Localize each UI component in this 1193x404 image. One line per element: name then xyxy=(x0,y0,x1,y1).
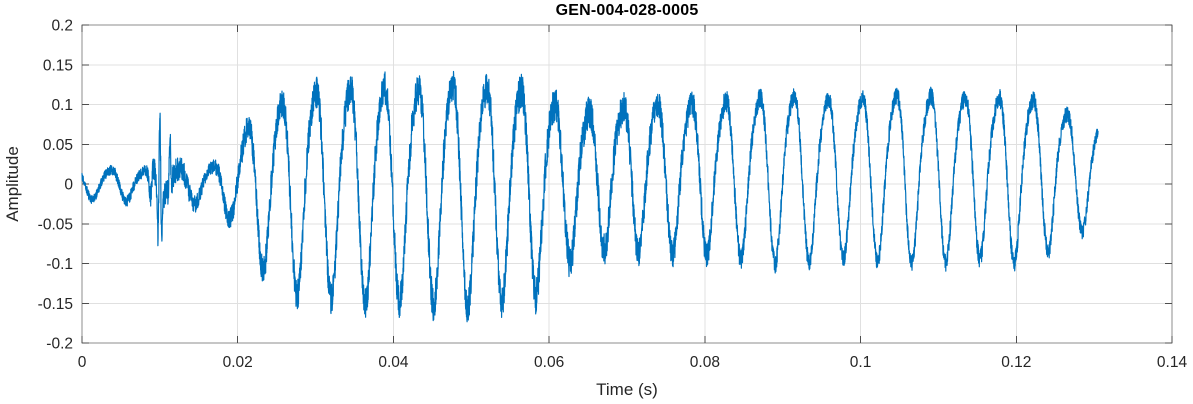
x-axis-label: Time (s) xyxy=(596,380,658,399)
y-tick-label: -0.1 xyxy=(46,256,73,273)
y-tick-label: -0.15 xyxy=(38,296,73,313)
waveform-path xyxy=(81,70,1099,323)
y-tick-label: 0.1 xyxy=(51,97,73,114)
chart-title: GEN-004-028-0005 xyxy=(555,2,699,19)
y-tick-label: -0.05 xyxy=(38,216,73,233)
y-tick-label: 0.05 xyxy=(43,137,73,154)
x-tick-label: 0 xyxy=(78,354,87,371)
y-tick-label: 0.2 xyxy=(51,18,73,35)
x-tick-label: 0.1 xyxy=(850,354,872,371)
x-tick-label: 0.14 xyxy=(1157,354,1188,371)
y-tick-label: 0 xyxy=(64,177,73,194)
x-tick-label: 0.02 xyxy=(223,354,253,371)
x-tick-label: 0.04 xyxy=(378,354,409,371)
x-tick-label: 0.06 xyxy=(534,354,564,371)
x-tick-label: 0.08 xyxy=(690,354,720,371)
x-tick-label: 0.12 xyxy=(1001,354,1031,371)
y-axis-label: Amplitude xyxy=(3,146,22,222)
y-tick-label: -0.2 xyxy=(46,336,73,353)
y-tick-label: 0.15 xyxy=(43,57,73,74)
